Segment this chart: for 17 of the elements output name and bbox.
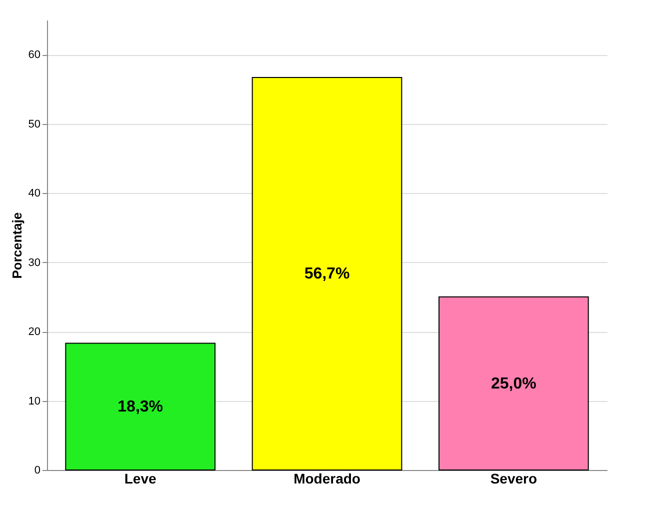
bar — [438, 296, 589, 470]
y-tick-label: 20 — [28, 326, 40, 338]
y-tick-label: 0 — [34, 464, 40, 476]
bar — [252, 76, 402, 470]
y-tick-label: 50 — [28, 118, 40, 130]
x-tick-label: Moderado — [294, 470, 360, 486]
y-axis-title: Porcentaje — [9, 212, 24, 279]
y-tick-label: 40 — [28, 188, 40, 200]
data-label: 18,3% — [118, 398, 164, 416]
bar — [65, 342, 216, 470]
y-tick-label: 30 — [28, 256, 40, 269]
y-tick-label: 10 — [28, 395, 40, 408]
x-tick-label: Severo — [490, 470, 538, 486]
data-label: 25,0% — [490, 375, 536, 392]
data-label: 56,7% — [304, 266, 350, 283]
y-tick-label: 60 — [28, 49, 40, 62]
x-tick-label: Leve — [124, 470, 156, 486]
